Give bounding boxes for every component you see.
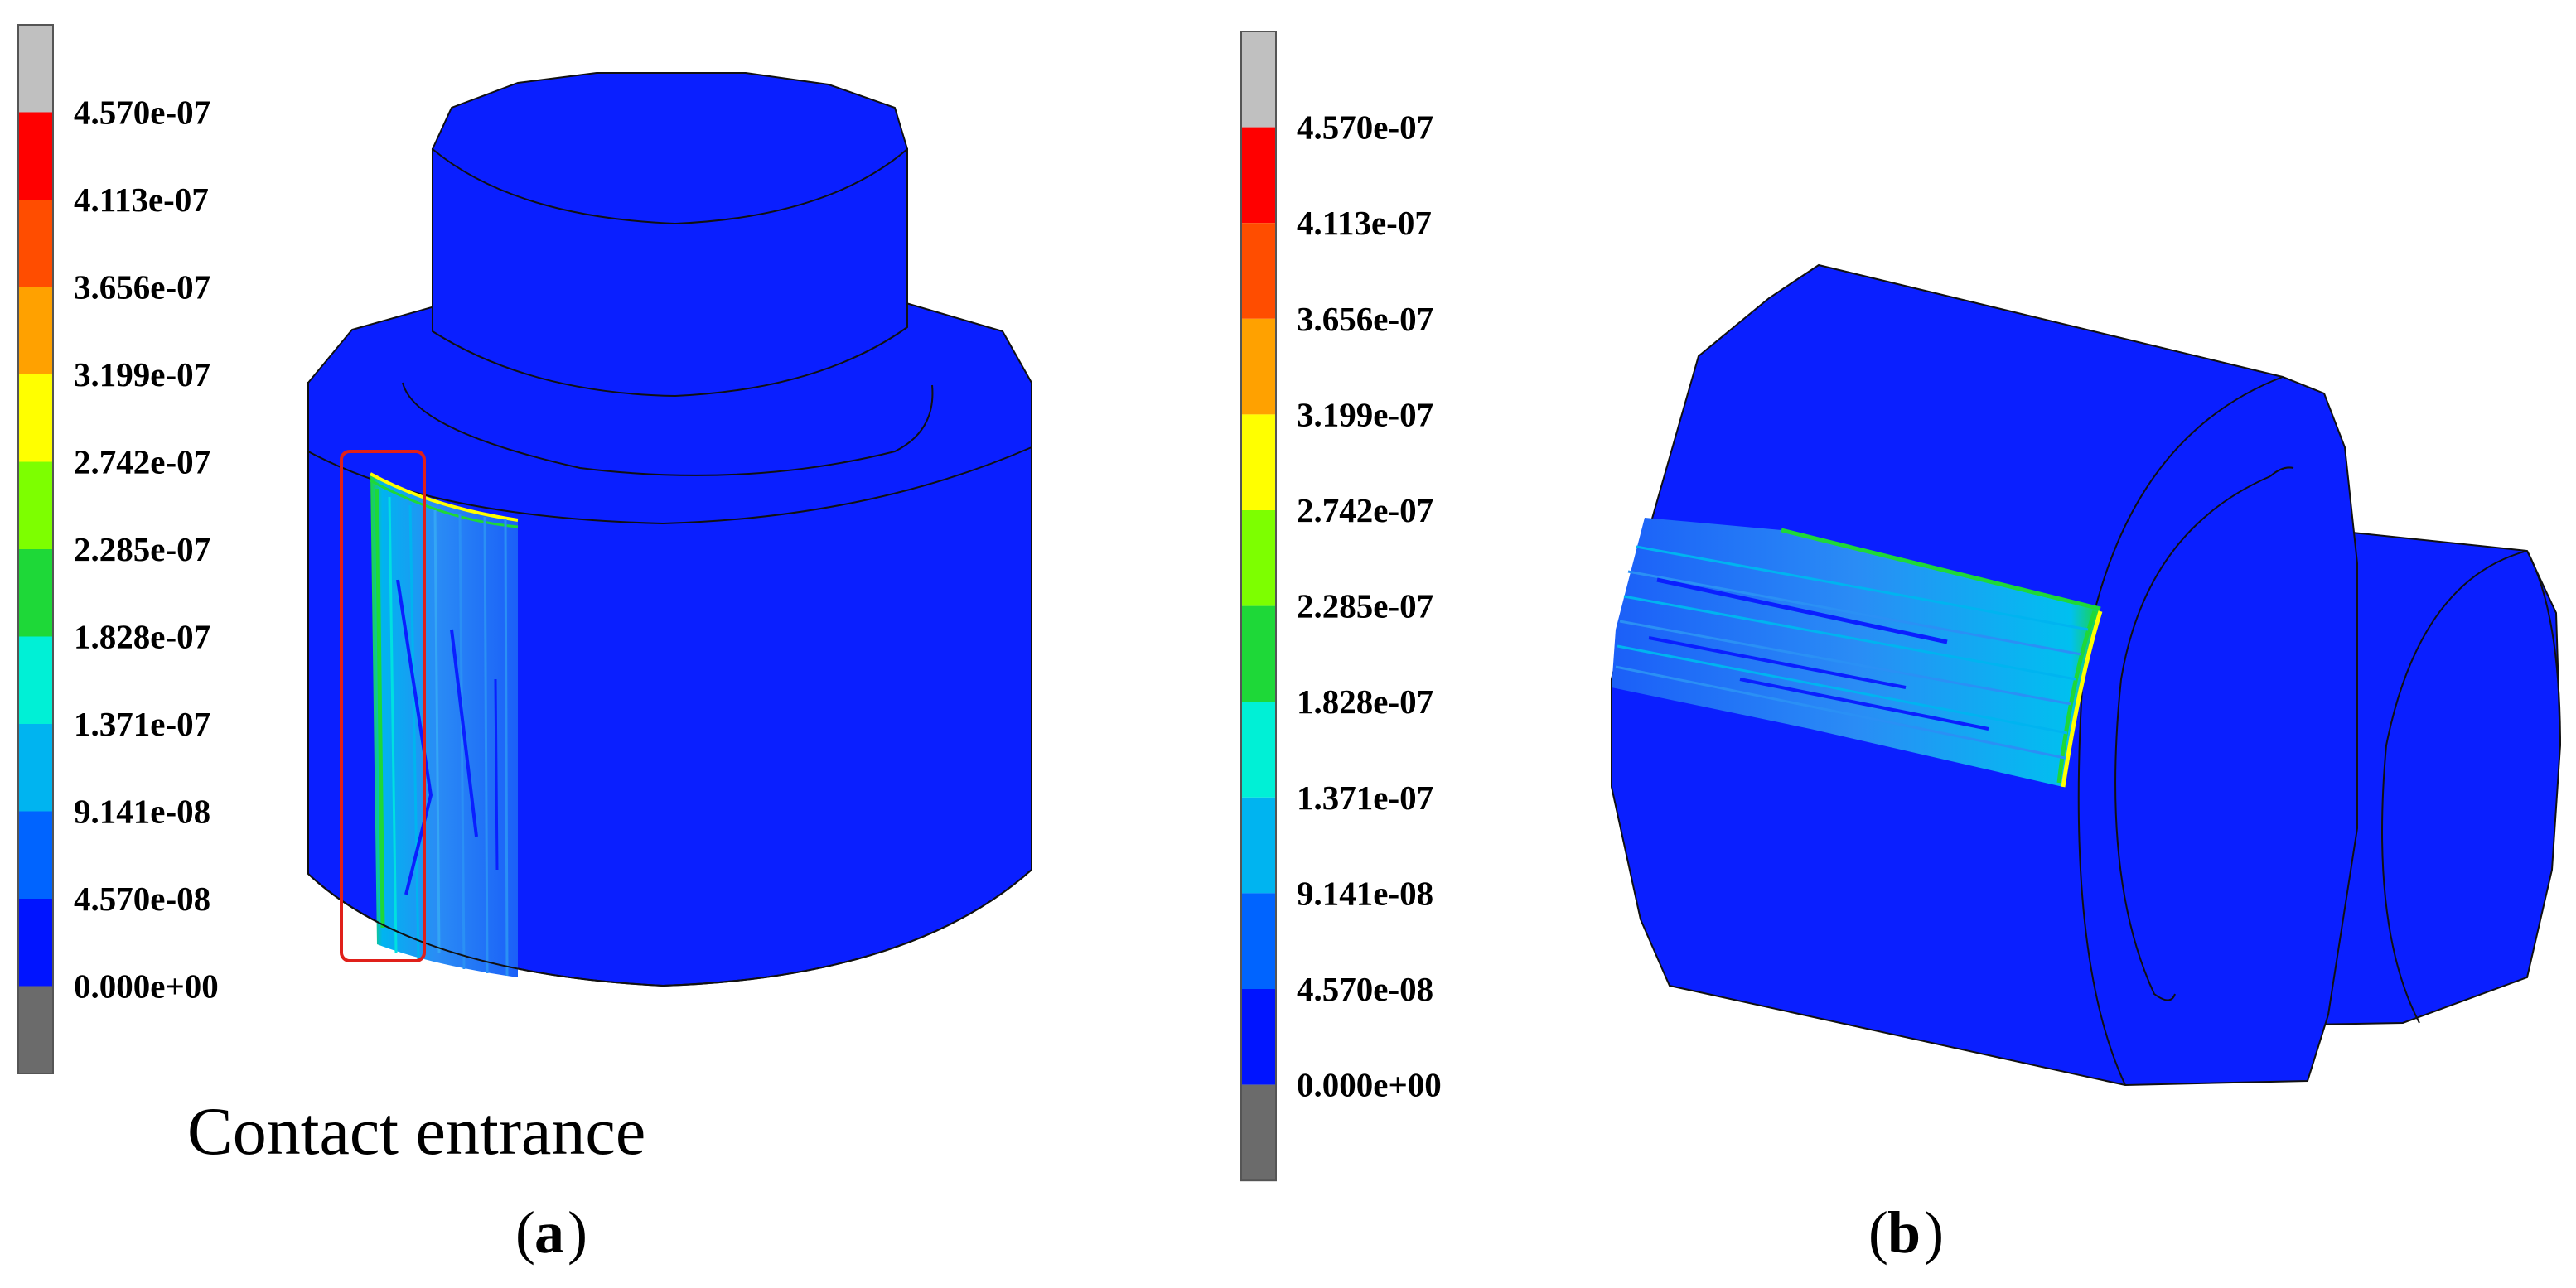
- part-b-small-end-face: [2381, 550, 2561, 1024]
- colorbar-a-label-10: 0.000e+00: [74, 967, 219, 1006]
- part-a-upper-top-face: [431, 72, 909, 225]
- colorbar-a-label-4: 2.742e-07: [74, 443, 210, 481]
- colorbar-b-swatch-7: [1241, 702, 1276, 798]
- colorbar-b: 4.570e-07 4.113e-07 3.656e-07 3.199e-07 2.74…: [1240, 31, 1442, 1182]
- svg-text:): ): [1924, 1199, 1944, 1266]
- colorbar-b-label-7: 1.371e-07: [1297, 779, 1433, 817]
- contact-entrance-label: Contact entrance: [187, 1093, 645, 1169]
- part-a-upper-cylinder: [432, 148, 908, 398]
- part-a-stress-region: [370, 472, 519, 977]
- colorbar-b-label-4: 2.742e-07: [1297, 491, 1433, 529]
- colorbar-a: 4.570e-07 4.113e-07 3.656e-07 3.199e-07 2.74…: [17, 24, 219, 1074]
- colorbar-a-label-6: 1.828e-07: [74, 618, 210, 656]
- colorbar-b-label-5: 2.285e-07: [1297, 587, 1433, 625]
- colorbar-a-swatch-11: [18, 986, 53, 1073]
- colorbar-a-label-5: 2.285e-07: [74, 530, 210, 568]
- panel-a: 4.570e-07 4.113e-07 3.656e-07 3.199e-07 2.74…: [17, 24, 1032, 1266]
- colorbar-b-swatch-0: [1241, 31, 1276, 128]
- colorbar-b-swatch-3: [1241, 318, 1276, 415]
- colorbar-b-label-2: 3.656e-07: [1297, 300, 1433, 338]
- colorbar-a-label-9: 4.570e-08: [74, 880, 210, 918]
- colorbar-b-swatch-10: [1241, 989, 1276, 1085]
- colorbar-b-label-3: 3.199e-07: [1297, 395, 1433, 433]
- colorbar-b-label-1: 4.113e-07: [1297, 204, 1432, 242]
- colorbar-b-swatch-8: [1241, 797, 1276, 894]
- svg-text:): ): [568, 1199, 587, 1266]
- colorbar-a-label-8: 9.141e-08: [74, 793, 210, 831]
- svg-text:(: (: [515, 1199, 535, 1266]
- colorbar-b-swatch-11: [1241, 1084, 1276, 1181]
- colorbar-b-label-0: 4.570e-07: [1297, 109, 1433, 147]
- colorbar-a-swatch-8: [18, 724, 53, 812]
- colorbar-a-swatch-1: [18, 112, 53, 200]
- panel-b: 4.570e-07 4.113e-07 3.656e-07 3.199e-07 2.74…: [1240, 31, 2562, 1266]
- colorbar-a-label-2: 3.656e-07: [74, 268, 210, 306]
- part-a-shoulder-groove: [402, 382, 934, 476]
- colorbar-b-swatch-9: [1241, 893, 1276, 989]
- colorbar-b-swatch-1: [1241, 127, 1276, 224]
- colorbar-a-swatch-2: [18, 200, 53, 287]
- colorbar-a-swatch-9: [18, 811, 53, 899]
- colorbar-a-label-7: 1.371e-07: [74, 705, 210, 743]
- colorbar-a-swatch-6: [18, 549, 53, 637]
- part-b-stress-region: [1612, 518, 2103, 788]
- part-b-model: [1611, 263, 2562, 1087]
- colorbar-b-swatch-5: [1241, 510, 1276, 606]
- colorbar-a-swatch-0: [18, 25, 53, 113]
- colorbar-a-label-1: 4.113e-07: [74, 181, 209, 219]
- part-b-shoulder-groove: [2114, 475, 2271, 1001]
- colorbar-a-swatch-5: [18, 461, 53, 549]
- colorbar-b-label-6: 1.828e-07: [1297, 683, 1433, 721]
- svg-text:(: (: [1868, 1199, 1888, 1266]
- colorbar-b-swatch-2: [1241, 223, 1276, 319]
- colorbar-b-swatch-4: [1241, 414, 1276, 510]
- colorbar-a-swatch-7: [18, 636, 53, 724]
- panel-a-caption: ( a ): [515, 1199, 587, 1266]
- colorbar-a-label-0: 4.570e-07: [74, 94, 210, 132]
- colorbar-a-label-3: 3.199e-07: [74, 355, 210, 393]
- part-a-model: [307, 72, 1032, 987]
- panel-b-letter: b: [1887, 1199, 1921, 1266]
- colorbar-b-frame: [1240, 31, 1277, 1182]
- panel-a-letter: a: [534, 1199, 564, 1266]
- colorbar-a-swatch-3: [18, 287, 53, 374]
- panel-b-caption: ( b ): [1868, 1199, 1944, 1266]
- colorbar-a-frame: [17, 24, 54, 1074]
- colorbar-b-label-10: 0.000e+00: [1297, 1066, 1442, 1104]
- colorbar-b-swatch-6: [1241, 605, 1276, 702]
- colorbar-a-swatch-4: [18, 374, 53, 462]
- colorbar-b-label-8: 9.141e-08: [1297, 874, 1433, 912]
- colorbar-b-label-9: 4.570e-08: [1297, 970, 1433, 1008]
- colorbar-a-swatch-10: [18, 899, 53, 987]
- contact-entrance-box: [340, 450, 426, 962]
